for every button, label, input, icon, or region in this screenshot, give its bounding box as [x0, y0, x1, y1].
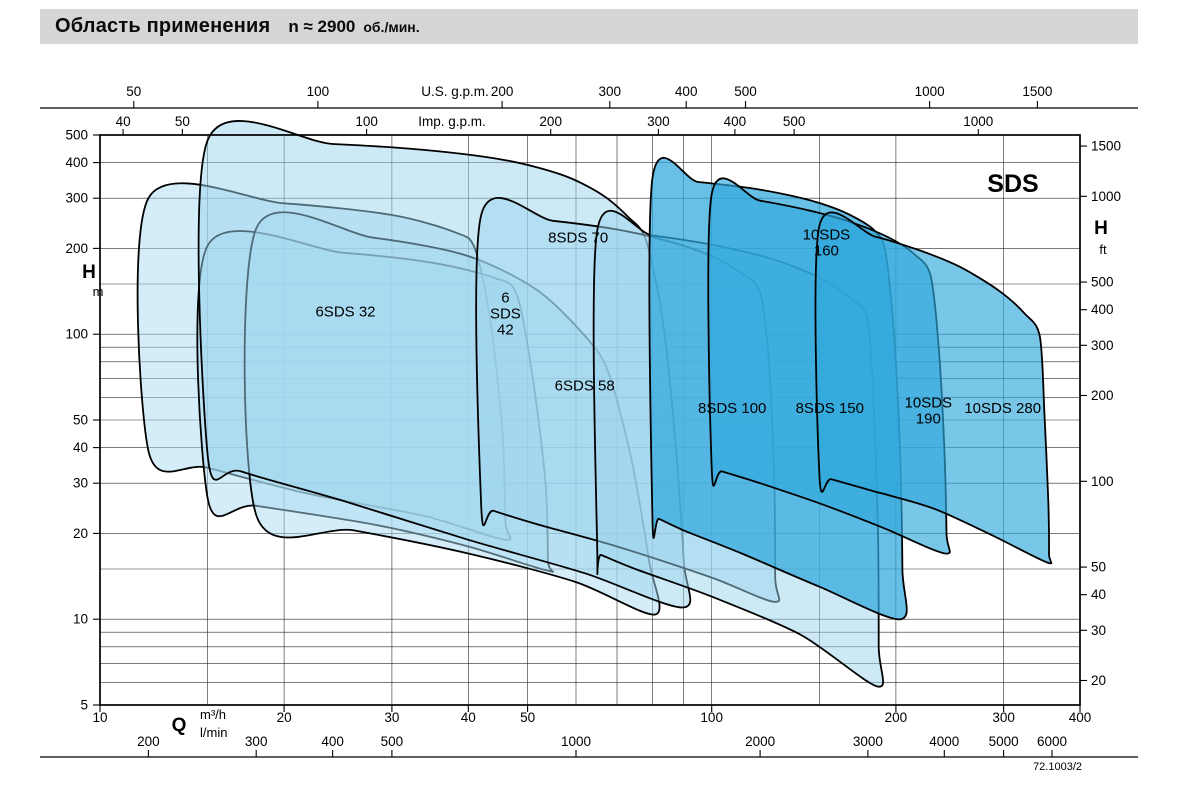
- qlmin-tick-label-5000: 5000: [989, 734, 1019, 749]
- q-axis-unit-m3h: m³/h: [200, 707, 226, 722]
- h-axis-unit-right: ft: [1099, 242, 1107, 257]
- pump-label-6sds-32: 6SDS 32: [315, 304, 375, 321]
- pump-label-8sds-150: 8SDS 150: [796, 400, 864, 417]
- h-axis-symbol-right: H: [1094, 218, 1108, 239]
- hft-tick-label-1000: 1000: [1091, 189, 1121, 204]
- hm-tick-label-400: 400: [65, 155, 88, 170]
- impgpm-tick-label-50: 50: [175, 114, 190, 129]
- qm3h-tick-label-40: 40: [461, 710, 476, 725]
- hft-tick-label-30: 30: [1091, 623, 1106, 638]
- speed-label: n ≈ 2900: [288, 16, 356, 36]
- usgpm-tick-label-300: 300: [599, 84, 622, 99]
- q-axis-unit-lmin: l/min: [200, 725, 227, 740]
- hft-tick-label-400: 400: [1091, 302, 1114, 317]
- impgpm-tick-label-500: 500: [783, 114, 806, 129]
- hft-tick-label-300: 300: [1091, 338, 1114, 353]
- qm3h-tick-label-30: 30: [384, 710, 399, 725]
- qlmin-tick-label-400: 400: [321, 734, 344, 749]
- hft-tick-label-40: 40: [1091, 587, 1106, 602]
- hm-tick-label-300: 300: [65, 191, 88, 206]
- pump-label-10sds-190: 190: [916, 411, 941, 428]
- drawing-number: 72.1003/2: [1033, 761, 1082, 773]
- hm-tick-label-40: 40: [73, 440, 88, 455]
- pump-label-6sds-58: 6SDS 58: [555, 378, 615, 395]
- h-axis-symbol-left: H: [82, 262, 96, 283]
- pump-label-6sds-42: 6: [501, 290, 509, 307]
- usgpm-tick-label-200: 200: [491, 84, 514, 99]
- qm3h-tick-label-300: 300: [992, 710, 1015, 725]
- pump-label-10sds-160: 10SDS: [803, 226, 851, 243]
- hm-tick-label-200: 200: [65, 241, 88, 256]
- hm-tick-label-20: 20: [73, 526, 88, 541]
- impgpm-tick-label-400: 400: [724, 114, 747, 129]
- pump-label-8sds-100: 8SDS 100: [698, 400, 766, 417]
- page-title: Область применения: [55, 15, 271, 37]
- qlmin-tick-label-1000: 1000: [561, 734, 591, 749]
- axis-layer: 50 100 200 300 400 500 1000 1500 U.S. g.p.m. 40 50…: [40, 84, 1138, 773]
- qm3h-tick-label-20: 20: [277, 710, 292, 725]
- qlmin-tick-label-300: 300: [245, 734, 268, 749]
- pump-label-8sds-70: 8SDS 70: [548, 230, 608, 247]
- impgpm-tick-label-200: 200: [539, 114, 562, 129]
- qm3h-tick-label-400: 400: [1069, 710, 1092, 725]
- qlmin-tick-label-6000: 6000: [1037, 734, 1067, 749]
- envelope-10sds-280: [814, 211, 1053, 565]
- hm-tick-label-100: 100: [65, 327, 88, 342]
- qm3h-tick-label-10: 10: [92, 710, 107, 725]
- qlmin-tick-label-500: 500: [381, 734, 404, 749]
- pump-label-6sds-42: SDS: [490, 306, 521, 323]
- usgpm-axis-title: U.S. g.p.m.: [421, 84, 489, 99]
- qm3h-tick-label-50: 50: [520, 710, 535, 725]
- usgpm-tick-label-500: 500: [734, 84, 757, 99]
- impgpm-tick-label-300: 300: [647, 114, 670, 129]
- hft-tick-label-200: 200: [1091, 388, 1114, 403]
- usgpm-tick-label-1500: 1500: [1022, 84, 1052, 99]
- hft-tick-label-500: 500: [1091, 275, 1114, 290]
- family-label-sds: SDS: [987, 170, 1038, 198]
- header-bar: Область применения n ≈ 2900 об./мин.: [40, 9, 1138, 44]
- usgpm-tick-label-100: 100: [307, 84, 330, 99]
- hm-tick-label-10: 10: [73, 612, 88, 627]
- qlmin-tick-label-2000: 2000: [745, 734, 775, 749]
- impgpm-tick-label-40: 40: [116, 114, 131, 129]
- hft-tick-label-50: 50: [1091, 560, 1106, 575]
- qm3h-tick-label-200: 200: [885, 710, 908, 725]
- hm-tick-label-50: 50: [73, 413, 88, 428]
- pump-label-6sds-42: 42: [497, 322, 514, 339]
- impgpm-axis-title: Imp. g.p.m.: [418, 114, 486, 129]
- hft-tick-label-100: 100: [1091, 474, 1114, 489]
- impgpm-tick-label-1000: 1000: [963, 114, 993, 129]
- h-axis-unit-left: m: [93, 284, 104, 299]
- hm-tick-label-30: 30: [73, 476, 88, 491]
- qlmin-tick-label-200: 200: [137, 734, 160, 749]
- pump-label-10sds-160: 160: [814, 242, 839, 259]
- usgpm-tick-label-50: 50: [126, 84, 141, 99]
- q-axis-symbol: Q: [172, 715, 187, 736]
- qm3h-tick-label-100: 100: [700, 710, 723, 725]
- pump-label-10sds-190: 10SDS: [905, 395, 953, 412]
- usgpm-tick-label-400: 400: [675, 84, 698, 99]
- hm-tick-label-5: 5: [80, 698, 88, 713]
- speed-unit: об./мин.: [363, 18, 420, 35]
- impgpm-tick-label-100: 100: [355, 114, 378, 129]
- qlmin-tick-label-3000: 3000: [853, 734, 883, 749]
- qlmin-tick-label-4000: 4000: [929, 734, 959, 749]
- pump-label-10sds-280: 10SDS 280: [964, 400, 1041, 417]
- hm-tick-label-500: 500: [65, 128, 88, 143]
- usgpm-tick-label-1000: 1000: [915, 84, 945, 99]
- envelope-layer: [136, 120, 1053, 688]
- hft-tick-label-1500: 1500: [1091, 139, 1121, 154]
- hft-tick-label-20: 20: [1091, 673, 1106, 688]
